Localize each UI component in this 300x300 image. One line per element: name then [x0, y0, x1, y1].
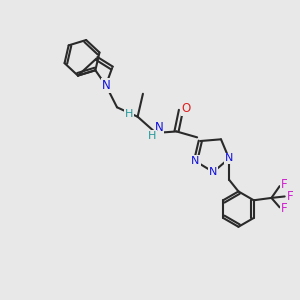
Text: N: N — [225, 154, 233, 164]
Text: F: F — [287, 190, 293, 203]
Text: N: N — [209, 167, 218, 177]
Text: F: F — [281, 202, 287, 215]
Text: H: H — [124, 109, 133, 119]
Text: H: H — [148, 131, 157, 141]
Text: F: F — [281, 178, 287, 191]
Text: N: N — [191, 156, 200, 166]
Text: N: N — [101, 79, 110, 92]
Text: N: N — [154, 121, 163, 134]
Text: O: O — [182, 102, 191, 115]
